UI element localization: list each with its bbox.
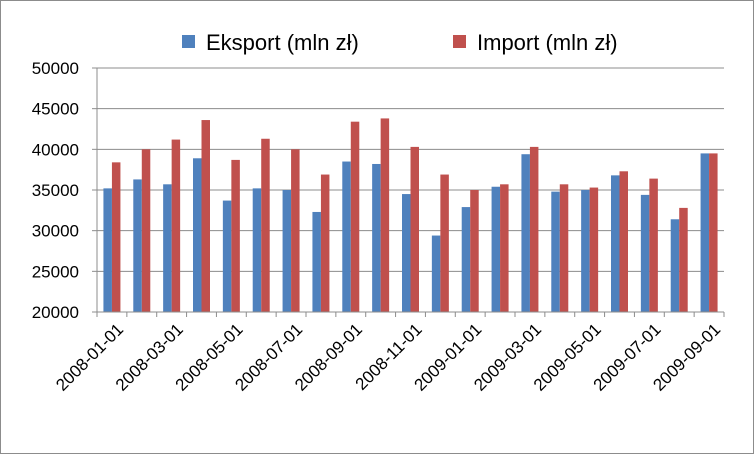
export-bar-2008-01-01 (103, 188, 112, 312)
import-bar-2009-08-01 (679, 207, 688, 312)
import-bar-2009-01-01 (470, 190, 479, 312)
import-bar-2008-06-01 (261, 138, 270, 312)
export-bar-2008-08-01 (312, 211, 321, 312)
export-bar-2008-09-01 (342, 161, 351, 312)
import-bar-2009-07-01 (649, 178, 658, 312)
x-axis: 2008-01-012008-03-012008-05-012008-07-01… (52, 311, 725, 395)
export-bar-2008-07-01 (282, 190, 292, 312)
y-tick-label: 45000 (32, 100, 79, 119)
export-legend-swatch (182, 35, 195, 48)
bars (103, 118, 718, 313)
legend: Eksport (mln zł) Import (mln zł) (182, 30, 618, 55)
export-bar-2008-05-01 (222, 200, 232, 312)
export-bar-2008-02-01 (133, 179, 142, 312)
import-bar-2009-03-01 (529, 146, 539, 312)
import-bar-2008-07-01 (291, 149, 300, 312)
y-tick-label: 20000 (32, 303, 79, 322)
import-bar-2008-09-01 (350, 121, 360, 313)
import-bar-2008-01-01 (111, 162, 121, 312)
y-axis: 20000 25000 30000 35000 40000 45000 50000 (32, 59, 98, 322)
export-bar-2009-02-01 (491, 186, 501, 312)
export-bar-2009-03-01 (521, 154, 530, 312)
export-bar-2009-07-01 (640, 194, 650, 312)
import-bar-2009-04-01 (559, 184, 569, 312)
import-bar-2009-02-01 (500, 184, 509, 312)
export-bar-2009-06-01 (611, 175, 620, 312)
export-bar-2009-08-01 (670, 219, 680, 312)
import-bar-2008-10-01 (380, 118, 390, 312)
export-bar-2008-04-01 (193, 158, 202, 312)
export-bar-2009-05-01 (581, 190, 590, 312)
export-bar-2008-12-01 (431, 235, 441, 312)
import-bar-2008-08-01 (320, 174, 330, 312)
export-bar-2008-11-01 (402, 194, 411, 312)
export-bar-2008-10-01 (372, 163, 381, 312)
y-tick-label: 30000 (32, 222, 79, 241)
import-legend-label: Import (mln zł) (477, 30, 618, 55)
y-tick-label: 50000 (32, 59, 79, 78)
import-bar-2008-03-01 (171, 139, 181, 312)
export-bar-2008-06-01 (252, 188, 262, 312)
export-legend-label: Eksport (mln zł) (206, 30, 359, 55)
import-bar-2008-05-01 (231, 159, 240, 312)
y-tick-label: 25000 (32, 262, 79, 281)
import-bar-2008-12-01 (440, 174, 449, 312)
y-tick-label: 35000 (32, 181, 79, 200)
import-legend-swatch (453, 35, 466, 48)
export-bar-2008-03-01 (163, 184, 172, 312)
y-tick-label: 40000 (32, 140, 79, 159)
import-bar-2008-02-01 (141, 149, 151, 312)
import-bar-2009-05-01 (589, 187, 599, 312)
import-bar-2009-06-01 (619, 171, 628, 312)
import-bar-2008-04-01 (201, 120, 210, 312)
export-bar-2009-01-01 (461, 207, 471, 312)
import-bar-2008-11-01 (410, 146, 419, 312)
export-bar-2009-04-01 (551, 191, 560, 312)
import-bar-2009-09-01 (709, 153, 718, 312)
export-bar-2009-09-01 (700, 153, 710, 312)
